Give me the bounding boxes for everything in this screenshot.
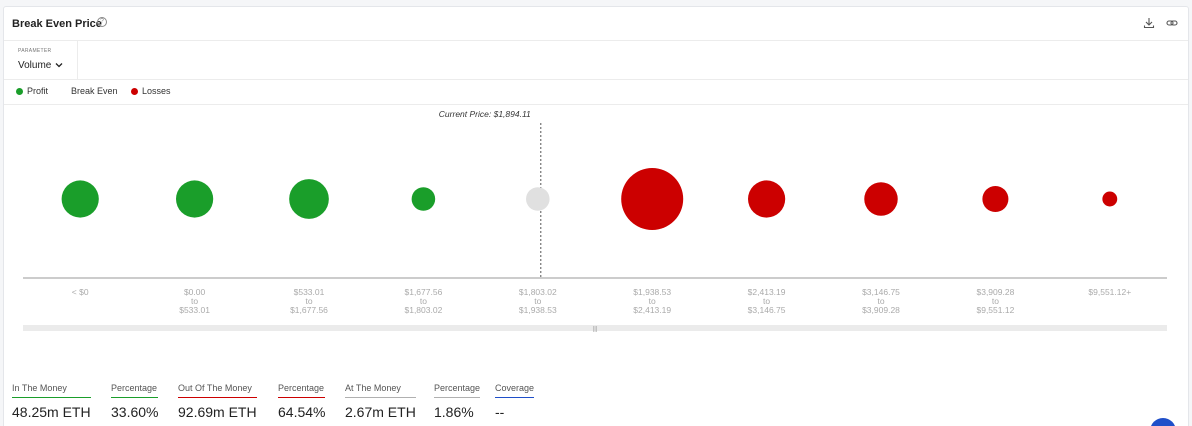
- divider: [4, 104, 1188, 105]
- stat-label: Percentage: [111, 383, 159, 398]
- download-icon[interactable]: [1143, 17, 1155, 29]
- legend-label: Losses: [142, 86, 171, 96]
- bubble-loss[interactable]: [1102, 191, 1118, 207]
- card-title: Break Even Price: [12, 18, 102, 30]
- x-tick-label: $3,146.75: [862, 287, 900, 297]
- stat-value: 48.25m ETH: [12, 404, 91, 420]
- stat-value: 92.69m ETH: [178, 404, 257, 420]
- x-tick-label: $2,413.19: [633, 305, 671, 315]
- legend-label: Profit: [27, 86, 49, 96]
- legend-item-break-even[interactable]: Break Even: [71, 86, 118, 96]
- x-tick-label: $3,909.28: [976, 287, 1014, 297]
- x-tick-label: $1,677.56: [290, 305, 328, 315]
- stat-value: 64.54%: [278, 404, 326, 420]
- x-tick-label: $3,909.28: [862, 305, 900, 315]
- stat-label: Percentage: [278, 383, 326, 398]
- stat-label: At The Money: [345, 383, 416, 398]
- bubble-profit[interactable]: [411, 187, 436, 211]
- bubble-group: [61, 168, 1118, 230]
- current-price-annotation: Current Price: $1,894.11: [439, 109, 531, 119]
- x-tick-label: to: [763, 296, 770, 306]
- legend: Profit Break Even Losses: [4, 86, 1188, 100]
- x-tick-label: to: [420, 296, 427, 306]
- x-tick-label: $533.01: [294, 287, 325, 297]
- bubble-loss[interactable]: [748, 180, 786, 218]
- x-tick-label: to: [191, 296, 198, 306]
- legend-label: Break Even: [71, 86, 118, 96]
- stat-value: 2.67m ETH: [345, 404, 416, 420]
- x-tick-label: $533.01: [179, 305, 210, 315]
- stat-in-the-money-percentage: Percentage 33.60%: [111, 383, 159, 420]
- x-tick-label: $0.00: [184, 287, 206, 297]
- x-tick-label: $9,551.12: [976, 305, 1014, 315]
- stat-label: In The Money: [12, 383, 91, 398]
- x-tick-label: to: [649, 296, 656, 306]
- legend-swatch-losses: [131, 87, 138, 95]
- x-tick-label: to: [305, 296, 312, 306]
- stat-label: Coverage: [495, 383, 535, 398]
- x-tick-label: $3,146.75: [748, 305, 786, 315]
- x-tick-label: $2,413.19: [748, 287, 786, 297]
- break-even-price-card: Break Even Price ? PARAMETER Volume Prof…: [3, 6, 1189, 426]
- x-tick-label: < $0: [72, 287, 89, 297]
- stat-label: Percentage: [434, 383, 481, 398]
- legend-item-losses[interactable]: Losses: [131, 86, 171, 96]
- x-tick-label: $9,551.12+: [1088, 287, 1131, 297]
- parameter-value[interactable]: Volume: [18, 60, 63, 71]
- scrollbar-grip-icon[interactable]: |||: [593, 327, 598, 333]
- card-header: Break Even Price ?: [4, 7, 1188, 41]
- parameter-selected-value: Volume: [18, 60, 52, 71]
- x-tick-label: $1,677.56: [404, 287, 442, 297]
- bubble-profit[interactable]: [61, 180, 99, 218]
- bubble-loss[interactable]: [621, 168, 684, 230]
- x-tick-label: $1,938.53: [519, 305, 557, 315]
- stat-value: 1.86%: [434, 404, 474, 420]
- stat-out-of-the-money: Out Of The Money 92.69m ETH: [178, 383, 257, 420]
- bubble-loss[interactable]: [982, 185, 1009, 213]
- x-tick-label: $1,803.02: [519, 287, 557, 297]
- stat-label: Out Of The Money: [178, 383, 257, 398]
- legend-swatch-profit: [16, 87, 23, 95]
- legend-item-profit[interactable]: Profit: [16, 86, 48, 96]
- stat-out-of-the-money-percentage: Percentage 64.54%: [278, 383, 326, 420]
- x-tick-label: $1,803.02: [404, 305, 442, 315]
- bubble-profit[interactable]: [176, 180, 214, 218]
- scroll-to-top-button[interactable]: [1150, 418, 1176, 426]
- stat-coverage: Coverage --: [495, 383, 535, 420]
- parameter-label: PARAMETER: [18, 48, 52, 54]
- x-axis-tick-labels: < $0 $0.00to$533.01$533.01to$1,677.56$1,6…: [72, 287, 1131, 315]
- horizontal-scrollbar[interactable]: [23, 325, 1167, 331]
- link-icon[interactable]: [1166, 17, 1178, 29]
- stat-at-the-money-percentage: Percentage 1.86%: [434, 383, 481, 420]
- x-tick-label: to: [992, 296, 999, 306]
- bubble-profit[interactable]: [289, 179, 329, 219]
- bubble-break_even[interactable]: [526, 187, 550, 211]
- x-tick-label: to: [534, 296, 541, 306]
- question-circle-icon[interactable]: ?: [97, 17, 107, 27]
- stat-value: --: [495, 404, 505, 420]
- stat-value: 33.60%: [111, 404, 159, 420]
- bubble-loss[interactable]: [864, 182, 898, 216]
- x-tick-label: to: [877, 296, 884, 306]
- parameter-selector[interactable]: PARAMETER Volume: [4, 41, 78, 79]
- divider: [4, 79, 1188, 80]
- chevron-down-icon: [55, 63, 63, 68]
- stat-in-the-money: In The Money 48.25m ETH: [12, 383, 91, 420]
- x-tick-label: $1,938.53: [633, 287, 671, 297]
- stat-at-the-money: At The Money 2.67m ETH: [345, 383, 416, 420]
- break-even-bubble-chart: Current Price: $1,894.11 < $0 $0.00to$533…: [23, 109, 1167, 333]
